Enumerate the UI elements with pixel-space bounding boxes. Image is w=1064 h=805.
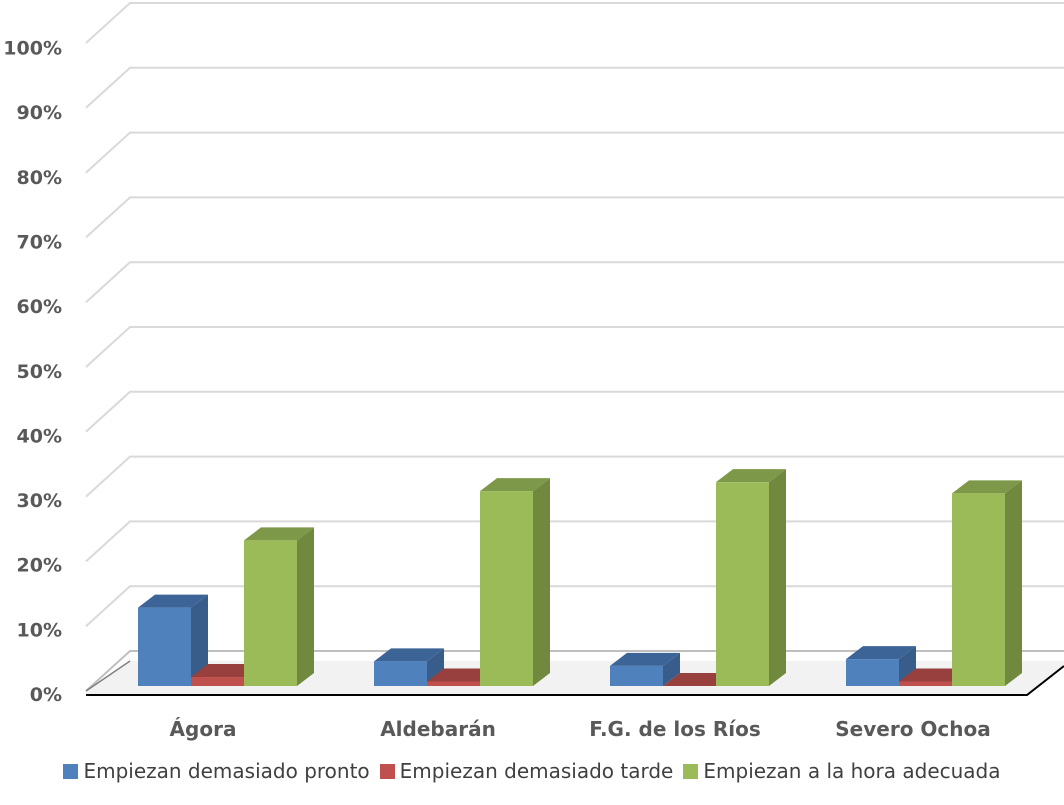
bar-severo-ochoa-empiezan-a-la-hora-adecuada bbox=[952, 480, 1022, 686]
bar-front-face bbox=[244, 540, 297, 686]
bar-f-g-de-los-rios-empiezan-demasiado-tarde bbox=[663, 673, 733, 686]
y-tick-label-4: 40% bbox=[17, 425, 62, 447]
legend-label-adecuada: Empiezan a la hora adecuada bbox=[703, 759, 1001, 783]
y-tick-label-3: 30% bbox=[17, 490, 62, 512]
bar-f-g-de-los-rios-empiezan-a-la-hora-adecuada bbox=[716, 469, 786, 686]
y-tick-label-6: 60% bbox=[17, 296, 62, 318]
y-axis-tick-labels: 0% 10% 20% 30% 40% 50% 60% 70% 80% 90% 100% bbox=[3, 38, 62, 707]
bar-top-face bbox=[952, 480, 1022, 494]
bar-severo-ochoa-empiezan-demasiado-pronto bbox=[846, 646, 916, 686]
bar-side-face bbox=[1005, 480, 1022, 686]
bar-front-face bbox=[716, 482, 769, 686]
bar-top-face bbox=[427, 668, 497, 682]
bar-group-f-g-de-los-rios bbox=[610, 469, 786, 686]
bar-group-severo-ochoa bbox=[846, 480, 1022, 686]
y-tick-label-9: 90% bbox=[17, 102, 62, 124]
bar-f-g-de-los-rios-empiezan-demasiado-pronto bbox=[610, 652, 680, 686]
bar-aldebaran-empiezan-demasiado-pronto bbox=[374, 648, 444, 686]
bar-agora-empiezan-a-la-hora-adecuada bbox=[244, 527, 314, 686]
chart-floor bbox=[85, 660, 1064, 696]
bar-group-agora bbox=[138, 527, 314, 686]
bar-agora-empiezan-demasiado-pronto bbox=[138, 594, 208, 686]
bar-side-face bbox=[191, 594, 208, 686]
gridline-30 bbox=[85, 455, 1064, 498]
bar-front-face bbox=[191, 677, 244, 686]
legend-label-pronto: Empiezan demasiado pronto bbox=[83, 759, 370, 783]
bar-top-face bbox=[244, 527, 314, 541]
bar-top-face bbox=[191, 664, 261, 678]
gridline-90 bbox=[85, 66, 1064, 109]
bar-front-face bbox=[374, 661, 427, 686]
bar-top-face bbox=[138, 594, 208, 608]
y-tick-label-2: 20% bbox=[17, 555, 62, 577]
bar-group-aldebaran bbox=[374, 478, 550, 686]
bar-top-face bbox=[846, 646, 916, 660]
legend-label-tarde: Empiezan demasiado tarde bbox=[399, 759, 674, 783]
bar-side-face bbox=[427, 648, 444, 686]
floor-plane bbox=[86, 661, 1064, 695]
bar-front-face bbox=[610, 665, 663, 686]
gridline-50 bbox=[85, 326, 1064, 368]
y-tick-label-0: 0% bbox=[30, 684, 62, 706]
y-tick-label-10: 100% bbox=[3, 38, 62, 60]
y-tick-label-7: 70% bbox=[17, 231, 62, 253]
y-tick-label-8: 80% bbox=[17, 167, 62, 189]
bar-side-face bbox=[769, 469, 786, 686]
gridline-40 bbox=[85, 390, 1064, 433]
gridlines bbox=[85, 1, 1064, 692]
bar-front-face bbox=[480, 491, 533, 686]
x-category-label-f-g-de-los-rios: F.G. de los Ríos bbox=[589, 717, 761, 741]
legend-swatch-adecuada bbox=[683, 763, 699, 779]
gridline-80 bbox=[85, 131, 1064, 174]
bar-top-face bbox=[480, 478, 550, 492]
bars bbox=[138, 469, 1022, 686]
x-category-label-aldebaran: Aldebarán bbox=[380, 717, 496, 741]
bar-aldebaran-empiezan-a-la-hora-adecuada bbox=[480, 478, 550, 686]
bar-side-face bbox=[663, 652, 680, 686]
gridline-10 bbox=[85, 585, 1064, 627]
bar-front-face bbox=[952, 493, 1005, 686]
legend-item-adecuada: Empiezan a la hora adecuada bbox=[683, 759, 1001, 783]
bar-side-face bbox=[533, 478, 550, 686]
floor-front-edge bbox=[86, 665, 1064, 696]
bar-top-face bbox=[610, 652, 680, 666]
bar-front-face bbox=[846, 659, 899, 686]
legend: Empiezan demasiado pronto Empiezan demas… bbox=[0, 759, 1064, 783]
floor-left-edge bbox=[85, 660, 131, 692]
legend-swatch-tarde bbox=[379, 763, 395, 779]
legend-item-tarde: Empiezan demasiado tarde bbox=[379, 759, 674, 783]
bar-front-face bbox=[138, 607, 191, 686]
bar-top-face bbox=[899, 668, 969, 682]
bar-top-face bbox=[716, 469, 786, 483]
bar-front-face bbox=[427, 681, 480, 686]
y-tick-label-1: 10% bbox=[17, 619, 62, 641]
gridline-100 bbox=[85, 1, 1064, 44]
x-category-label-severo-ochoa: Severo Ochoa bbox=[835, 717, 990, 741]
bar-side-face bbox=[297, 527, 314, 686]
bar-top-face bbox=[663, 673, 733, 686]
legend-item-pronto: Empiezan demasiado pronto bbox=[63, 759, 370, 783]
y-tick-label-5: 50% bbox=[17, 361, 62, 383]
x-axis-category-labels: Ágora Aldebarán F.G. de los Ríos Severo Och… bbox=[170, 717, 991, 741]
bar-front-face bbox=[899, 681, 952, 686]
gridline-70 bbox=[85, 196, 1064, 239]
x-category-label-agora: Ágora bbox=[170, 717, 237, 741]
gridline-20 bbox=[85, 520, 1064, 563]
gridline-60 bbox=[85, 261, 1064, 303]
legend-swatch-pronto bbox=[63, 763, 79, 779]
bar-top-face bbox=[374, 648, 444, 662]
